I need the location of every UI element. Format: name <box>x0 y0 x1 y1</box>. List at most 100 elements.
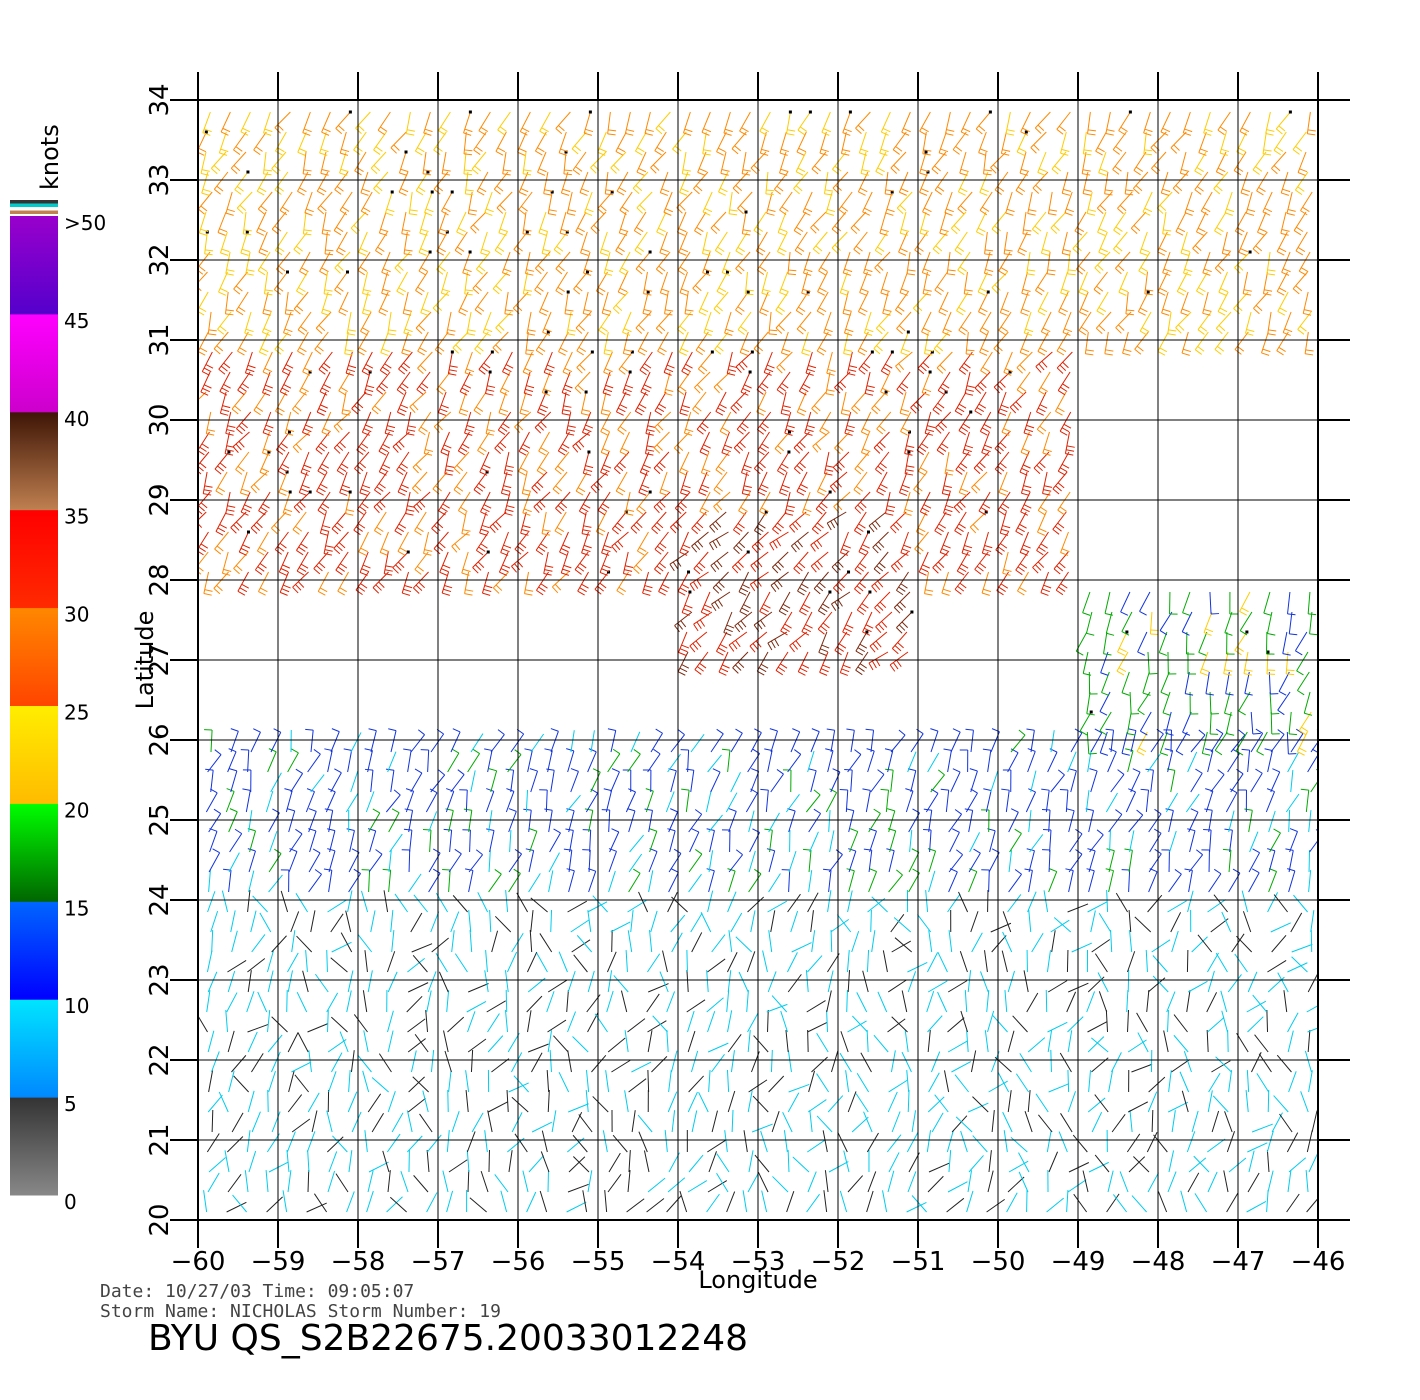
barb-feather <box>846 868 855 872</box>
barb-shaft <box>1212 1095 1229 1113</box>
colorbar-segment <box>10 607 58 706</box>
barb-feather <box>554 468 562 475</box>
wind-barb <box>422 829 432 853</box>
wind-barb <box>731 1109 734 1133</box>
barb-shaft <box>488 873 502 893</box>
wind-barb <box>1207 1090 1213 1113</box>
wind-barb <box>658 571 670 596</box>
barb-shaft <box>971 932 983 953</box>
wind-barb <box>721 748 731 773</box>
wind-barb <box>382 868 392 893</box>
wind-barb <box>248 870 255 893</box>
wind-barb <box>511 551 529 573</box>
barb-shaft <box>1110 774 1125 793</box>
barb-feather <box>404 585 413 589</box>
wind-barb <box>856 992 868 1013</box>
barb-shaft <box>307 753 321 773</box>
barb-feather <box>1014 869 1022 875</box>
barb-shaft <box>588 871 597 893</box>
barb-feather <box>813 542 820 550</box>
wind-barb <box>786 952 798 973</box>
wind-barb <box>612 1134 628 1153</box>
barb-feather <box>214 468 222 475</box>
wind-barb <box>470 733 484 753</box>
barb-feather <box>873 568 881 575</box>
barb-feather <box>780 630 788 636</box>
barb-feather <box>379 471 387 476</box>
barb-feather <box>481 467 489 473</box>
barb-feather <box>513 868 521 874</box>
wind-barb <box>710 728 724 753</box>
barb-feather <box>893 607 901 614</box>
barb-shaft <box>1071 942 1093 953</box>
wind-barb <box>849 828 859 853</box>
barb-shaft <box>611 1059 631 1073</box>
barb-shaft <box>1067 1069 1070 1093</box>
barb-feather <box>240 547 249 553</box>
barb-shaft <box>668 853 682 873</box>
barb-shaft <box>856 591 871 611</box>
wind-barb <box>827 953 840 973</box>
barb-feather <box>669 563 675 572</box>
barb-shaft <box>751 531 769 548</box>
barb-shaft <box>346 1191 355 1213</box>
barb-shaft <box>207 754 222 773</box>
barb-shaft <box>1130 730 1137 753</box>
barb-feather <box>752 748 760 754</box>
wind-barb <box>528 873 541 893</box>
barb-feather <box>414 768 423 774</box>
wind-barb <box>760 788 769 813</box>
wind-barb <box>807 1099 827 1113</box>
wind-barb <box>1213 894 1228 913</box>
barb-shaft <box>368 1161 389 1173</box>
barb-feather <box>681 488 690 493</box>
barb-shaft <box>807 750 815 773</box>
wind-barb <box>1106 848 1115 873</box>
barb-shaft <box>410 734 425 753</box>
wind-barb <box>1036 531 1049 556</box>
rain-flag <box>486 550 490 554</box>
wind-barb <box>462 829 471 853</box>
barb-shaft <box>1050 774 1065 793</box>
barb-shaft <box>728 870 736 893</box>
barb-shaft <box>313 551 329 569</box>
barb-feather <box>1165 808 1174 811</box>
wind-barb <box>887 1018 906 1033</box>
wind-barb <box>1024 1111 1033 1133</box>
barb-shaft <box>305 791 315 813</box>
barb-feather <box>740 506 748 512</box>
barb-shaft <box>1206 992 1218 1013</box>
wind-barb <box>1309 611 1318 636</box>
colorbar-segment <box>10 509 58 609</box>
wind-barb <box>1222 848 1232 873</box>
barb-shaft <box>527 1043 549 1053</box>
barb-shaft <box>796 471 808 492</box>
wind-barb <box>1204 808 1213 833</box>
barb-shaft <box>335 1173 349 1193</box>
barb-shaft <box>238 531 249 553</box>
wind-barb <box>926 990 935 1013</box>
barb-shaft <box>770 571 789 586</box>
wind-barb <box>948 809 962 833</box>
wind-barb <box>292 571 309 594</box>
barb-shaft <box>927 1175 944 1193</box>
wind-barb <box>1087 848 1096 873</box>
wind-barb <box>788 1083 810 1093</box>
wind-barb <box>345 793 359 813</box>
barb-shaft <box>1267 750 1273 773</box>
barb-feather <box>451 545 458 553</box>
barb-feather <box>373 506 380 514</box>
barb-shaft <box>828 870 832 893</box>
wind-barb <box>468 983 489 993</box>
barb-feather <box>796 491 805 496</box>
wind-barb <box>856 1072 870 1093</box>
wind-barb <box>986 990 990 1013</box>
wind-barb <box>637 1114 653 1133</box>
barb-shaft <box>1028 910 1032 933</box>
wind-barb <box>745 788 758 813</box>
barb-shaft <box>845 1070 850 1093</box>
barb-shaft <box>823 1190 828 1213</box>
wind-barb <box>768 873 781 893</box>
wind-barb <box>1181 1090 1189 1113</box>
barb-shaft <box>578 491 591 512</box>
